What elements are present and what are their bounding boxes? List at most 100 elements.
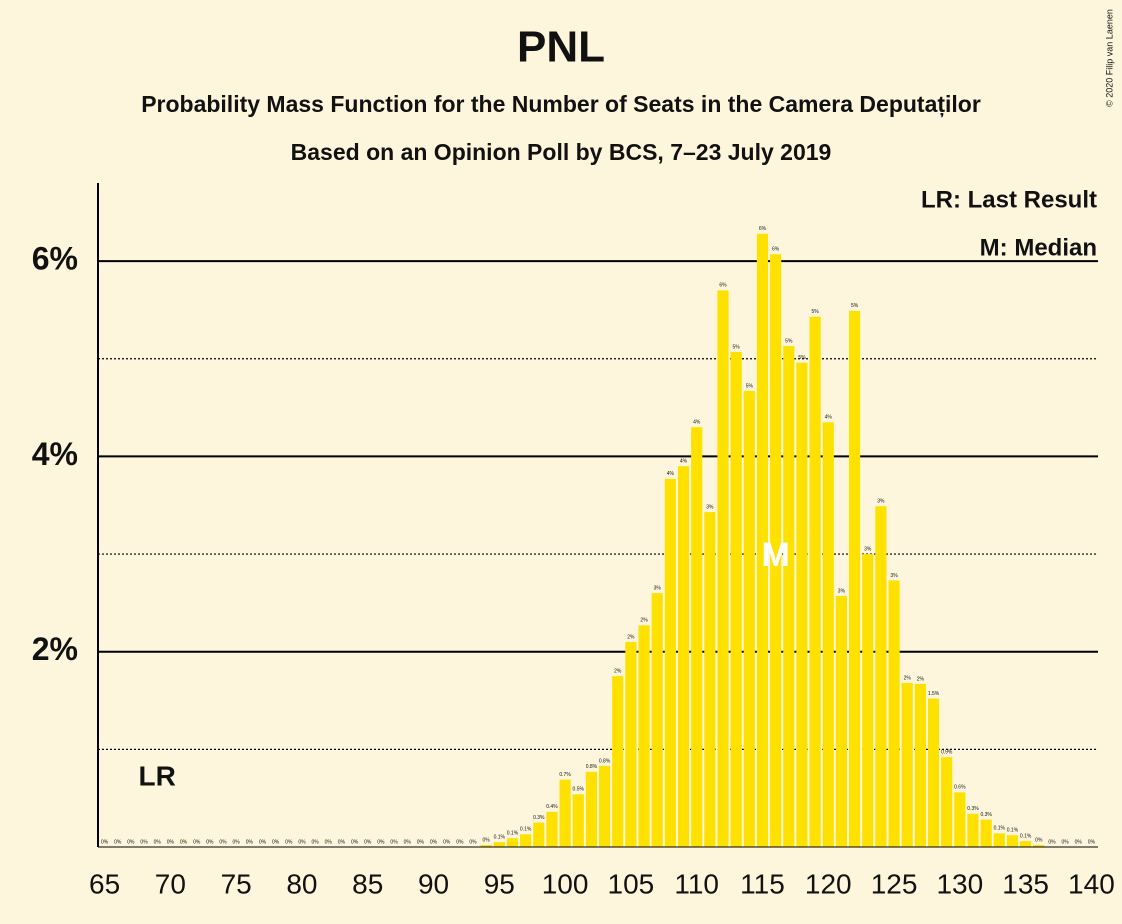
- value-label: 1.5%: [928, 691, 940, 697]
- value-label: 0.5%: [573, 787, 585, 793]
- bar: [717, 290, 729, 848]
- value-label: 0%: [311, 839, 319, 845]
- value-label: 0%: [101, 839, 109, 845]
- value-label: 4%: [680, 459, 688, 465]
- x-tick-label: 90: [418, 868, 449, 899]
- value-label: 0%: [206, 839, 214, 845]
- value-label: 3%: [654, 585, 662, 591]
- value-label: 0%: [430, 839, 438, 845]
- bar: [691, 427, 703, 847]
- y-tick-label: 6%: [32, 241, 78, 277]
- value-label: 0%: [259, 839, 267, 845]
- y-tick-label: 4%: [32, 436, 78, 472]
- value-label: 0.3%: [533, 815, 545, 821]
- bar: [664, 478, 676, 847]
- bar: [651, 593, 663, 847]
- value-label: 0%: [298, 839, 306, 845]
- x-tick-label: 75: [221, 868, 252, 899]
- bar: [730, 351, 742, 847]
- value-label: 0%: [246, 839, 254, 845]
- value-label: 0%: [154, 839, 162, 845]
- x-tick-label: 105: [608, 868, 655, 899]
- x-tick-label: 120: [805, 868, 852, 899]
- bar: [756, 233, 769, 847]
- bar: [572, 794, 584, 847]
- value-label: 3%: [877, 499, 885, 505]
- value-label: 0.1%: [1020, 833, 1032, 839]
- value-label: 3%: [706, 504, 714, 510]
- value-label: 4%: [825, 415, 833, 421]
- chart-subtitle: Probability Mass Function for the Number…: [141, 91, 981, 118]
- bar: [546, 811, 558, 847]
- value-label: 5%: [851, 303, 859, 309]
- value-label: 5%: [798, 355, 806, 361]
- bar: [901, 682, 913, 847]
- value-label: 0%: [272, 839, 280, 845]
- bar: [822, 422, 834, 847]
- value-label: 0.8%: [586, 764, 598, 770]
- value-label: 0.4%: [546, 804, 558, 810]
- value-label: 0%: [140, 839, 148, 845]
- value-label: 2%: [640, 618, 648, 624]
- bar: [770, 254, 782, 847]
- bar: [480, 845, 492, 847]
- last-result-label: LR: [139, 760, 176, 791]
- bar: [612, 676, 624, 847]
- value-label: 0%: [417, 839, 425, 845]
- bar: [533, 822, 545, 847]
- bar: [559, 779, 571, 847]
- value-label: 2%: [917, 676, 925, 682]
- value-label: 0%: [1035, 837, 1043, 843]
- value-label: 3%: [864, 546, 872, 552]
- x-tick-label: 100: [542, 868, 589, 899]
- value-label: 0.1%: [994, 826, 1006, 832]
- bar: [941, 757, 953, 847]
- bar: [993, 833, 1005, 847]
- value-label: 0%: [1061, 839, 1069, 845]
- value-label: 5%: [785, 338, 793, 344]
- y-tick-label: 2%: [32, 631, 78, 667]
- value-label: 0%: [469, 839, 477, 845]
- value-label: 0%: [193, 839, 201, 845]
- x-tick-label: 95: [484, 868, 515, 899]
- bar: [914, 683, 926, 847]
- value-label: 4%: [667, 471, 675, 477]
- bar: [677, 466, 690, 847]
- value-label: 6%: [759, 226, 767, 232]
- chart-subtitle: Based on an Opinion Poll by BCS, 7–23 Ju…: [291, 139, 832, 165]
- value-label: 0%: [1075, 839, 1083, 845]
- value-label: 0.3%: [967, 806, 979, 812]
- bar: [506, 838, 519, 847]
- x-tick-label: 85: [352, 868, 383, 899]
- bar: [954, 792, 966, 847]
- value-label: 0%: [390, 839, 398, 845]
- value-label: 0.3%: [980, 812, 992, 818]
- value-label: 0%: [180, 839, 188, 845]
- bar: [967, 813, 979, 847]
- bar: [980, 819, 992, 847]
- bar: [625, 641, 637, 847]
- value-label: 0.1%: [494, 834, 506, 840]
- bar: [888, 580, 900, 847]
- x-tick-label: 110: [674, 868, 719, 899]
- x-tick-label: 130: [936, 868, 983, 899]
- value-label: 2%: [627, 634, 635, 640]
- bar: [638, 625, 650, 847]
- x-tick-label: 80: [286, 868, 317, 899]
- value-label: 5%: [811, 309, 819, 315]
- value-label: 0%: [167, 839, 175, 845]
- value-label: 0%: [377, 839, 385, 845]
- bar: [835, 596, 848, 847]
- bar: [848, 310, 861, 848]
- bar: [862, 554, 874, 847]
- bar: [1033, 845, 1045, 847]
- value-label: 5%: [733, 344, 741, 350]
- value-label: 3%: [890, 573, 898, 579]
- bar: [783, 346, 795, 847]
- x-tick-label: 115: [740, 868, 785, 899]
- value-label: 0.8%: [599, 758, 611, 764]
- bar: [809, 316, 821, 847]
- value-label: 0%: [364, 839, 372, 845]
